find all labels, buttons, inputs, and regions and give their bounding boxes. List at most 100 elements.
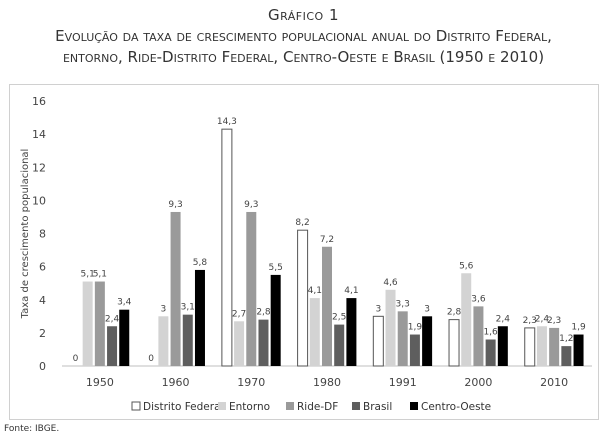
data-label: 3 <box>161 304 167 314</box>
bar <box>422 316 433 366</box>
data-label: 9,3 <box>168 200 182 210</box>
data-label: 2,4 <box>105 314 120 324</box>
bar <box>94 281 105 366</box>
y-tick-label: 10 <box>32 194 46 207</box>
source-note: Fonte: IBGE. <box>4 424 60 434</box>
bar <box>270 274 281 366</box>
bar <box>194 269 205 366</box>
bar <box>397 311 408 366</box>
y-tick-label: 14 <box>32 128 46 141</box>
data-label: 2,3 <box>523 316 537 326</box>
x-tick-label: 2010 <box>540 376 568 389</box>
bar <box>461 273 472 366</box>
legend-swatch <box>352 402 360 410</box>
data-label: 5,6 <box>459 261 474 271</box>
legend-swatch <box>286 402 294 410</box>
chart-header: Gráfico 1 Evolução da taxa de cresciment… <box>0 4 607 68</box>
legend-label: Ride-DF <box>297 401 338 413</box>
bar <box>82 281 93 366</box>
x-tick-label: 1960 <box>162 376 190 389</box>
data-label: 2,5 <box>332 313 346 323</box>
bar-chart: 0 2 4 6 8 10 12 14 16 Taxa de crescimento populac… <box>20 95 592 413</box>
bar <box>234 321 245 366</box>
data-label: 0 <box>148 354 154 364</box>
bar <box>221 128 233 367</box>
data-label: 2,4 <box>496 314 511 324</box>
chart-frame: 0 2 4 6 8 10 12 14 16 Taxa de crescimento populac… <box>9 84 599 420</box>
data-label: 5,1 <box>80 270 94 280</box>
bar <box>309 298 320 366</box>
bar <box>573 334 584 366</box>
data-label: 0 <box>73 354 79 364</box>
bar <box>549 327 560 366</box>
bar <box>524 327 536 367</box>
x-tick-label: 1980 <box>313 376 341 389</box>
data-label: 2,8 <box>447 308 462 318</box>
y-tick-label: 4 <box>39 294 46 307</box>
data-label: 1,2 <box>559 334 573 344</box>
data-label: 5,5 <box>269 263 283 273</box>
legend-label: Centro-Oeste <box>421 401 491 413</box>
y-tick-label: 8 <box>39 228 46 241</box>
data-label: 2,4 <box>535 314 550 324</box>
bar <box>385 289 396 366</box>
data-label: 14,3 <box>217 117 237 127</box>
bar <box>561 346 572 366</box>
bar <box>158 316 169 366</box>
y-tick-label: 6 <box>39 261 46 274</box>
data-label: 1,9 <box>571 323 586 333</box>
y-tick-label: 2 <box>39 327 46 340</box>
bar <box>246 211 257 366</box>
figure-label: Gráfico 1 <box>267 6 340 24</box>
bar <box>485 339 496 366</box>
data-label: 7,2 <box>320 235 334 245</box>
bar <box>497 326 508 366</box>
legend-label: Brasil <box>363 401 392 413</box>
bar <box>119 309 130 366</box>
data-label: 4,6 <box>383 278 398 288</box>
data-label: 2,8 <box>256 308 271 318</box>
data-label: 2,3 <box>547 316 561 326</box>
data-label: 3 <box>375 304 381 314</box>
bar <box>182 314 193 366</box>
data-label: 1,6 <box>483 328 498 338</box>
data-label: 4,1 <box>344 286 358 296</box>
y-tick-label: 0 <box>39 360 46 373</box>
bar <box>258 319 269 366</box>
x-tick-label: 2000 <box>464 376 492 389</box>
bar <box>473 306 484 366</box>
data-label: 4,1 <box>308 286 322 296</box>
bar <box>346 298 357 366</box>
legend-swatch <box>410 402 418 410</box>
bar <box>372 315 384 367</box>
bar <box>409 334 420 366</box>
x-tick-label: 1991 <box>389 376 417 389</box>
data-label: 3,6 <box>471 294 486 304</box>
data-label: 3,1 <box>181 303 195 313</box>
legend-label: Distrito Federal <box>143 401 223 413</box>
data-label: 8,2 <box>295 218 309 228</box>
data-label: 1,9 <box>408 323 423 333</box>
data-label: 9,3 <box>244 200 258 210</box>
data-label: 5,1 <box>93 270 107 280</box>
x-tick-label: 1970 <box>237 376 265 389</box>
bar <box>322 246 332 366</box>
bar <box>107 326 118 366</box>
y-axis-title: Taxa de crescimento populacional <box>20 149 31 320</box>
legend-swatch <box>131 401 141 411</box>
figure-title-line-1: Evolução da taxa de crescimento populaci… <box>55 27 552 45</box>
data-label: 3 <box>424 304 430 314</box>
data-label: 3,4 <box>117 298 132 308</box>
figure-title-line-2: entorno, Ride-Distrito Federal, Centro-O… <box>62 48 545 66</box>
bar <box>536 326 547 366</box>
data-label: 5,8 <box>193 258 208 268</box>
legend-swatch <box>218 402 226 410</box>
y-tick-label: 16 <box>32 95 46 108</box>
x-tick-label: 1950 <box>86 376 114 389</box>
data-label: 3,3 <box>396 299 410 309</box>
bar <box>448 319 460 367</box>
bar <box>334 324 345 366</box>
bar <box>170 211 181 366</box>
data-label: 2,7 <box>232 309 246 319</box>
y-tick-label: 12 <box>32 161 46 174</box>
